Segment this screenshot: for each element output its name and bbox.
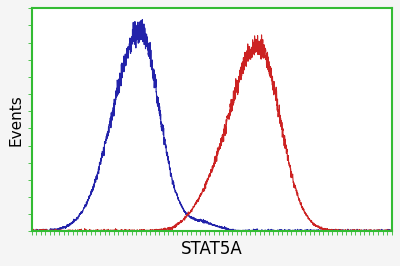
X-axis label: STAT5A: STAT5A <box>181 240 242 258</box>
Y-axis label: Events: Events <box>8 94 23 146</box>
